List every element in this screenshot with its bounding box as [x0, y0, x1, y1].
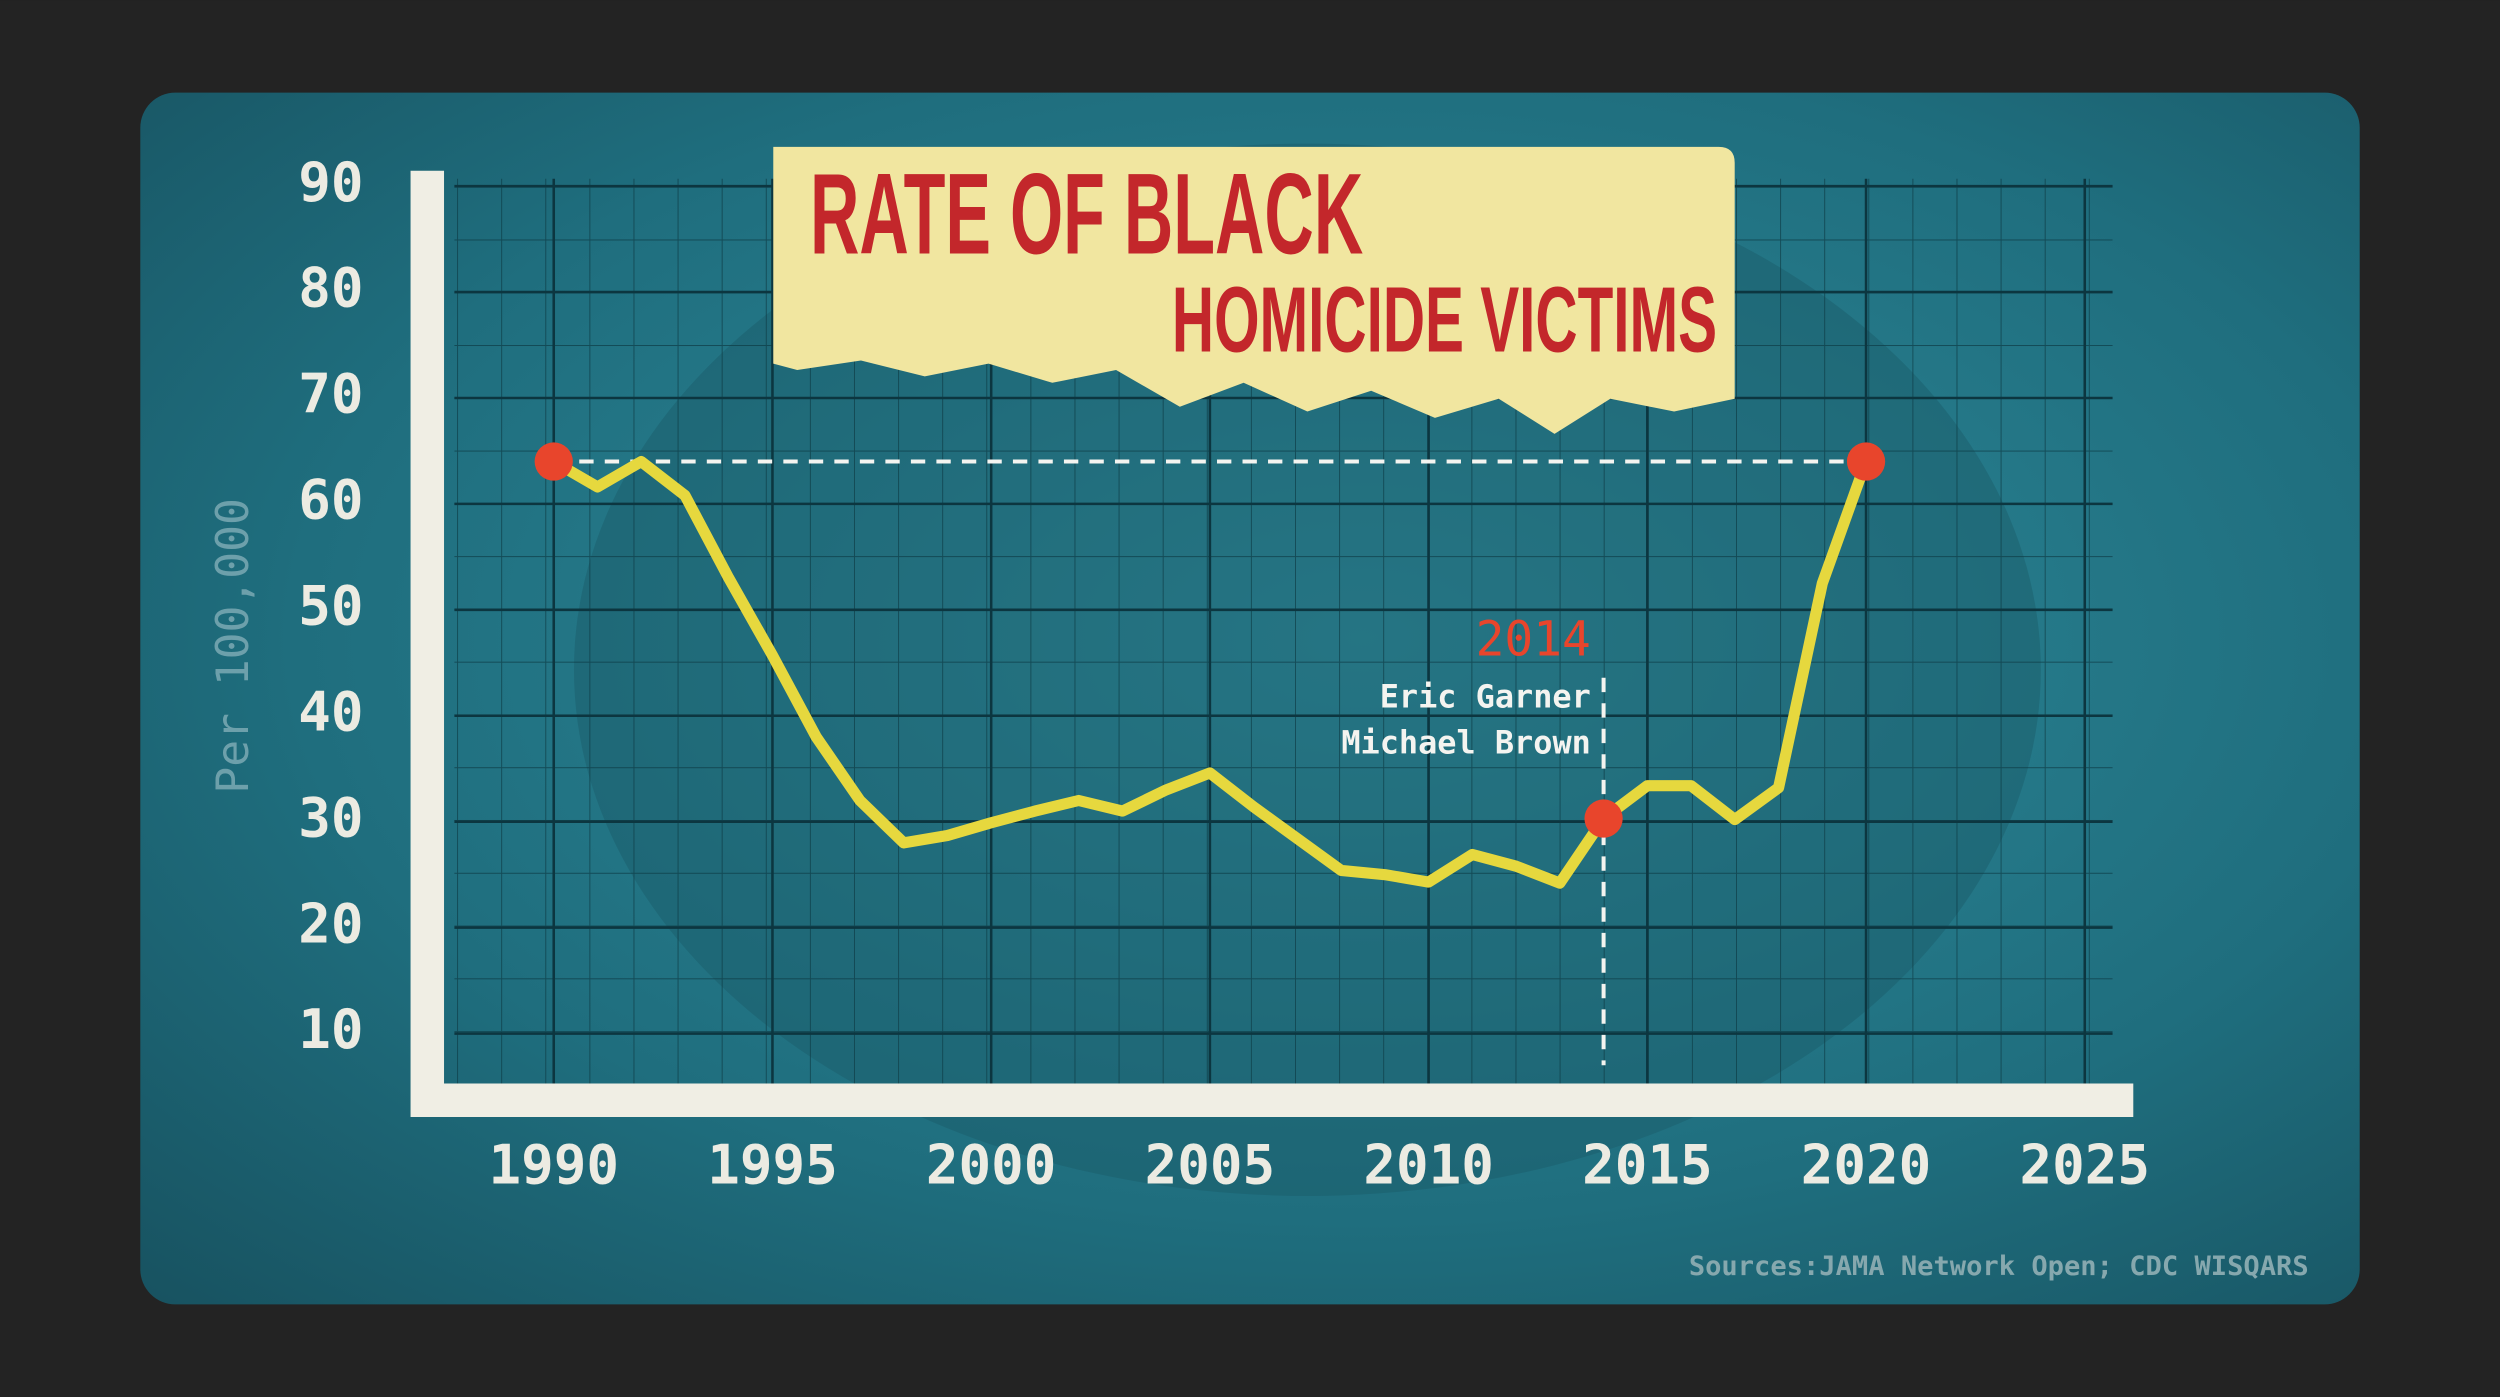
x-tick-label: 1990	[488, 1133, 619, 1196]
x-tick-label: 1995	[707, 1133, 838, 1196]
x-tick-label: 2015	[1582, 1133, 1713, 1196]
y-tick-label: 30	[298, 786, 363, 849]
y-tick-label: 10	[298, 998, 363, 1061]
y-tick-label: 20	[298, 892, 363, 955]
highlight-point	[534, 442, 573, 481]
y-tick-label: 80	[298, 257, 363, 320]
line	[548, 455, 1872, 889]
annotation-year: 2014	[1476, 613, 1591, 668]
chart-title: HOMICIDE VICTIMS	[1172, 267, 1717, 371]
y-tick-label: 90	[298, 151, 363, 214]
x-tick-label: 2000	[926, 1133, 1057, 1196]
source: Sources:JAMA Network Open; CDC WISQARS	[1689, 1251, 2309, 1282]
annotation-text: Eric Garner	[1380, 678, 1591, 716]
axis	[410, 170, 2134, 1118]
x-tick-label: 2005	[1145, 1133, 1276, 1196]
x-tick-label: 2020	[1801, 1133, 1932, 1196]
highlight-point	[1846, 442, 1886, 481]
title-paper	[773, 146, 1735, 434]
y-axis-label: Per 100,000	[207, 498, 259, 794]
x-tick-label: 2010	[1363, 1133, 1494, 1196]
y-tick-label: 70	[298, 363, 363, 426]
y-tick-label: 60	[298, 469, 363, 532]
x-tick-label: 2025	[2020, 1133, 2151, 1196]
y-tick-label: 40	[298, 680, 363, 743]
highlight-point	[1584, 799, 1623, 838]
annotation-text: Michael Brown	[1341, 724, 1590, 762]
chart-title: RATE OF BLACK	[810, 151, 1363, 279]
y-tick-label: 50	[298, 574, 363, 637]
